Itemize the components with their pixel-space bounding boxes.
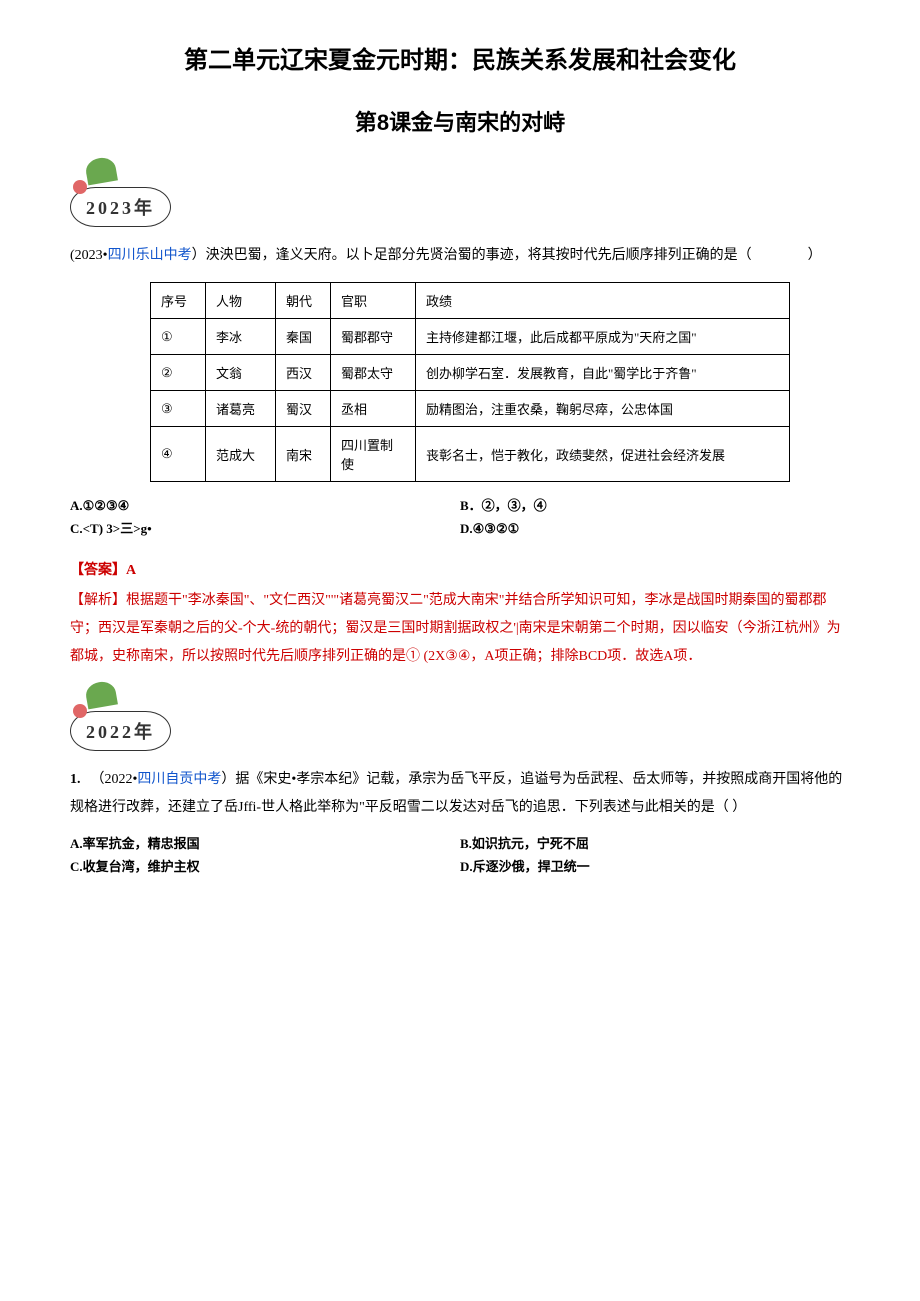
table-row: ③ 诸葛亮 蜀汉 丞相 励精图治，注重农桑，鞠躬尽瘁，公忠体国 bbox=[151, 391, 790, 427]
year-badge-2023: 2023年 bbox=[70, 187, 171, 227]
q2-source-link: 四川自贡中考 bbox=[137, 772, 221, 787]
th-position: 官职 bbox=[331, 283, 416, 319]
option-c: C.<T) 3>三>g• bbox=[70, 517, 460, 540]
option-b: B．②，③，④ bbox=[460, 494, 850, 517]
year-badge-frame: 2022年 bbox=[70, 711, 171, 751]
cell-position: 蜀郡郡守 bbox=[331, 319, 416, 355]
cell-dynasty: 秦国 bbox=[276, 319, 331, 355]
year-badge-frame: 2023年 bbox=[70, 187, 171, 227]
cell-seq: ① bbox=[151, 319, 206, 355]
q1-source-suffix: ）泱泱巴蜀，逢义天府。以卜足部分先贤治蜀的事迹，将其按时代先后顺序排列正确的是（… bbox=[192, 248, 822, 263]
unit-title: 第二单元辽宋夏金元时期：民族关系发展和社会变化 bbox=[70, 40, 850, 75]
q1-source-prefix: (2023• bbox=[70, 248, 108, 263]
cell-seq: ② bbox=[151, 355, 206, 391]
cell-achievement: 丧彰名士，恺于教化，政绩斐然，促进社会经济发展 bbox=[416, 427, 790, 482]
q2-options: A.率军抗金，精忠报国 B.如识抗元，宁死不屈 C.收复台湾，维护主权 D.斥逐… bbox=[70, 832, 850, 879]
q1-options: A.①②③④ B．②，③，④ C.<T) 3>三>g• D.④③②① bbox=[70, 494, 850, 541]
cell-person: 文翁 bbox=[206, 355, 276, 391]
cell-achievement: 创办柳学石室．发展教育，自此"蜀学比于齐鲁" bbox=[416, 355, 790, 391]
cell-dynasty: 西汉 bbox=[276, 355, 331, 391]
table-header-row: 序号 人物 朝代 官职 政绩 bbox=[151, 283, 790, 319]
cell-dynasty: 蜀汉 bbox=[276, 391, 331, 427]
year-text: 2022年 bbox=[86, 722, 155, 742]
q2-intro: 1.（2022•四川自贡中考）据《宋史•孝宗本纪》记载，承宗为岳飞平反，追谥号为… bbox=[70, 766, 850, 822]
cell-position: 蜀郡太守 bbox=[331, 355, 416, 391]
th-dynasty: 朝代 bbox=[276, 283, 331, 319]
cell-achievement: 励精图治，注重农桑，鞠躬尽瘁，公忠体国 bbox=[416, 391, 790, 427]
q2-number: 1. bbox=[70, 772, 81, 787]
q1-explanation: 【解析】根据题干"李冰秦国"、"文仁西汉"'"诸葛亮蜀汉二"范成大南宋"并结合所… bbox=[70, 587, 850, 671]
table-row: ① 李冰 秦国 蜀郡郡守 主持修建都江堰，此后成都平原成为"天府之国" bbox=[151, 319, 790, 355]
cell-achievement: 主持修建都江堰，此后成都平原成为"天府之国" bbox=[416, 319, 790, 355]
q1-table-wrap: 序号 人物 朝代 官职 政绩 ① 李冰 秦国 蜀郡郡守 主持修建都江堰，此后成都… bbox=[150, 282, 850, 482]
year-text: 2023年 bbox=[86, 198, 155, 218]
q2-source-prefix: （2022• bbox=[91, 772, 138, 787]
cell-seq: ③ bbox=[151, 391, 206, 427]
cell-dynasty: 南宋 bbox=[276, 427, 331, 482]
q1-answer: 【答案】A bbox=[70, 559, 850, 579]
option-c: C.收复台湾，维护主权 bbox=[70, 855, 460, 878]
cell-position: 四川置制使 bbox=[331, 427, 416, 482]
table-row: ② 文翁 西汉 蜀郡太守 创办柳学石室．发展教育，自此"蜀学比于齐鲁" bbox=[151, 355, 790, 391]
option-d: D.④③②① bbox=[460, 517, 850, 540]
year-badge-2022: 2022年 bbox=[70, 711, 171, 751]
cell-position: 丞相 bbox=[331, 391, 416, 427]
th-achievement: 政绩 bbox=[416, 283, 790, 319]
option-b: B.如识抗元，宁死不屈 bbox=[460, 832, 850, 855]
cell-person: 范成大 bbox=[206, 427, 276, 482]
cell-person: 诸葛亮 bbox=[206, 391, 276, 427]
th-seq: 序号 bbox=[151, 283, 206, 319]
option-a: A.率军抗金，精忠报国 bbox=[70, 832, 460, 855]
q1-source-link: 四川乐山中考 bbox=[108, 248, 192, 263]
cell-person: 李冰 bbox=[206, 319, 276, 355]
option-d: D.斥逐沙俄，捍卫统一 bbox=[460, 855, 850, 878]
q1-intro: (2023•四川乐山中考）泱泱巴蜀，逢义天府。以卜足部分先贤治蜀的事迹，将其按时… bbox=[70, 242, 850, 270]
lesson-title: 第8课金与南宋的对峙 bbox=[70, 105, 850, 137]
th-person: 人物 bbox=[206, 283, 276, 319]
cell-seq: ④ bbox=[151, 427, 206, 482]
q1-table: 序号 人物 朝代 官职 政绩 ① 李冰 秦国 蜀郡郡守 主持修建都江堰，此后成都… bbox=[150, 282, 790, 482]
option-a: A.①②③④ bbox=[70, 494, 460, 517]
table-row: ④ 范成大 南宋 四川置制使 丧彰名士，恺于教化，政绩斐然，促进社会经济发展 bbox=[151, 427, 790, 482]
